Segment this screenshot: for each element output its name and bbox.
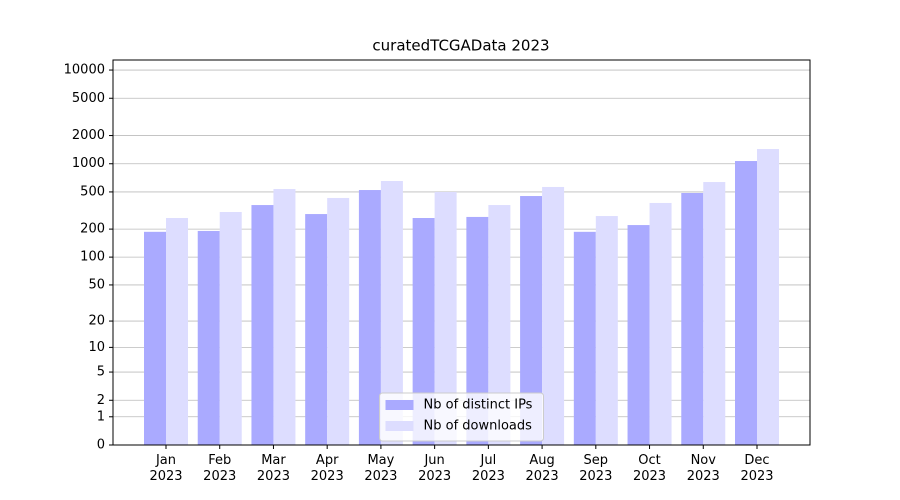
x-tick-label: Jul 2023 bbox=[471, 453, 505, 484]
legend-swatch bbox=[385, 421, 414, 431]
x-tick-label: Sep 2023 bbox=[579, 453, 613, 484]
bar bbox=[520, 196, 543, 445]
bar bbox=[219, 211, 242, 445]
y-tick-label: 200 bbox=[80, 222, 105, 237]
y-tick-label: 1 bbox=[97, 409, 105, 424]
bar bbox=[542, 186, 565, 446]
y-tick-label: 10 bbox=[88, 340, 105, 355]
x-tick-label: Oct 2023 bbox=[632, 453, 667, 484]
bar bbox=[703, 182, 726, 446]
bar bbox=[412, 218, 435, 445]
legend-label: Nb of distinct IPs bbox=[424, 398, 533, 413]
x-tick-label: May 2023 bbox=[364, 453, 398, 484]
x-tick-label: Mar 2023 bbox=[256, 453, 290, 484]
bar bbox=[466, 216, 489, 445]
bar bbox=[627, 225, 650, 445]
bar bbox=[649, 202, 672, 445]
x-tick-label: Jun 2023 bbox=[418, 453, 452, 484]
y-tick-label: 2 bbox=[97, 393, 105, 408]
y-tick-label: 1000 bbox=[72, 156, 105, 171]
bar bbox=[757, 149, 779, 445]
bar bbox=[358, 190, 381, 445]
bar bbox=[251, 205, 274, 445]
bar bbox=[573, 231, 596, 445]
bar bbox=[197, 230, 220, 445]
y-tick-label: 100 bbox=[80, 250, 105, 265]
legend-box bbox=[379, 392, 544, 442]
legend-swatch bbox=[385, 400, 414, 410]
bar bbox=[681, 192, 704, 445]
y-tick-label: 50 bbox=[88, 277, 105, 292]
y-tick-label: 500 bbox=[80, 184, 105, 199]
legend: Nb of distinct IPs Nb of downloads bbox=[379, 392, 544, 442]
y-tick-label: 20 bbox=[88, 314, 105, 329]
bar bbox=[166, 218, 188, 445]
y-tick-label: 10000 bbox=[64, 63, 105, 78]
legend-label: Nb of downloads bbox=[424, 419, 533, 434]
y-tick-label: 5000 bbox=[72, 91, 105, 106]
bar bbox=[488, 205, 511, 445]
x-tick-label: Feb 2023 bbox=[203, 453, 237, 484]
bar bbox=[305, 214, 328, 445]
x-tick-label: Jan 2023 bbox=[149, 453, 183, 484]
bar bbox=[273, 189, 296, 445]
bar bbox=[380, 181, 403, 446]
plot-frame bbox=[112, 59, 811, 446]
y-tick-label: 0 bbox=[97, 438, 105, 453]
bar bbox=[434, 192, 457, 445]
y-tick-label: 2000 bbox=[72, 128, 105, 143]
bar bbox=[144, 231, 166, 445]
bar bbox=[327, 197, 350, 445]
bar bbox=[735, 161, 757, 445]
x-tick-label: Apr 2023 bbox=[310, 453, 344, 484]
x-tick-label: Nov 2023 bbox=[686, 453, 720, 484]
y-tick-label: 5 bbox=[97, 365, 105, 380]
chart-title: curatedTCGAData 2023 bbox=[372, 37, 549, 55]
x-tick-label: Aug 2023 bbox=[525, 453, 559, 484]
x-tick-label: Dec 2023 bbox=[740, 453, 774, 484]
bar bbox=[595, 216, 618, 445]
